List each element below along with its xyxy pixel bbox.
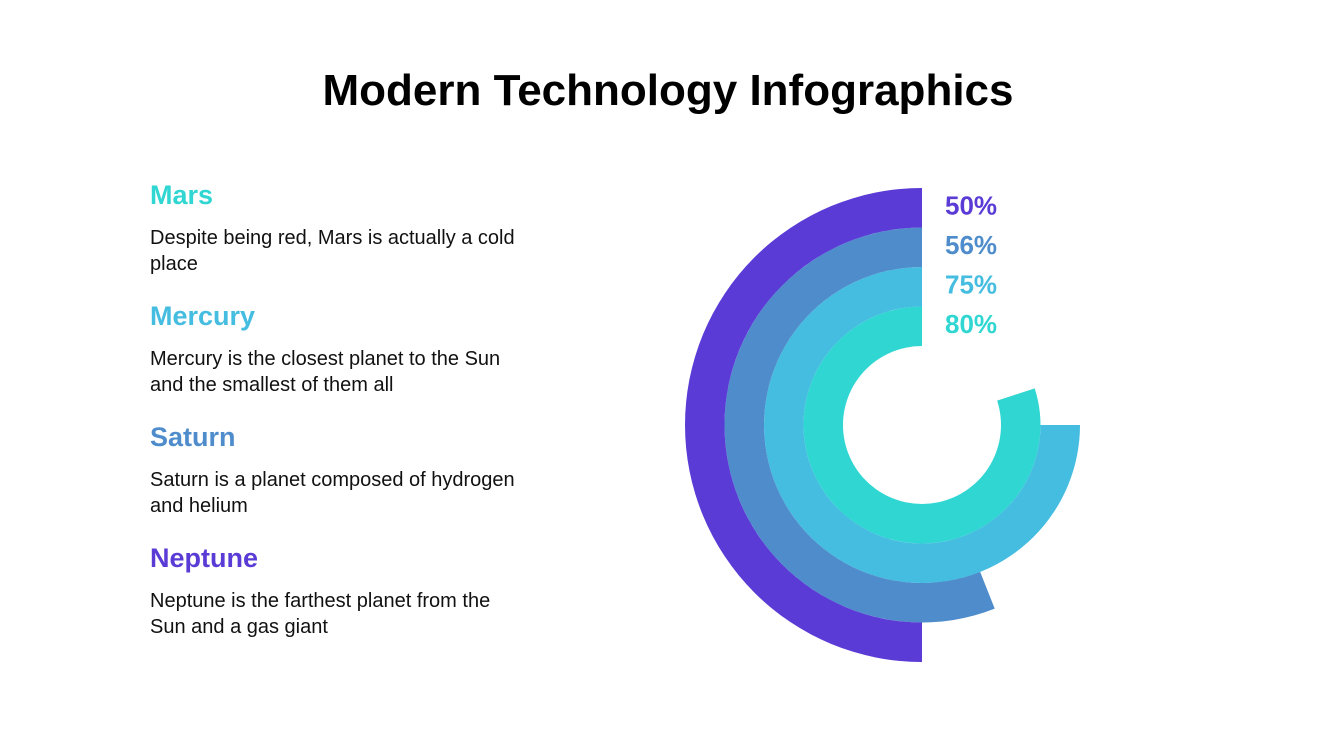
radial-bar <box>724 227 995 623</box>
legend-list: Mars Despite being red, Mars is actually … <box>150 180 520 664</box>
value-label: 50% <box>945 191 997 221</box>
category-label: Mercury <box>150 301 256 331</box>
category-label: Saturn <box>150 422 236 452</box>
value-label: 56% <box>945 230 997 260</box>
legend-item: Mercury Mercury is the closest planet to … <box>150 301 520 398</box>
category-description: Despite being red, Mars is actually a co… <box>150 227 515 275</box>
category-description: Neptune is the farthest planet from the … <box>150 590 491 638</box>
radial-bar <box>685 188 922 662</box>
radial-bar <box>803 306 1041 544</box>
value-label: 75% <box>945 270 997 300</box>
chart-title: Modern Technology Infographics <box>322 66 1014 115</box>
category-label: Neptune <box>150 543 258 573</box>
legend-item: Saturn Saturn is a planet composed of hyd… <box>150 422 520 519</box>
legend-item: Mars Despite being red, Mars is actually … <box>150 180 520 277</box>
category-description: Mercury is the closest planet to the Sun… <box>150 348 501 396</box>
value-label: 80% <box>945 309 997 339</box>
legend-item: Neptune Neptune is the farthest planet fr… <box>150 543 520 640</box>
category-label: Mars <box>150 180 214 210</box>
category-description: Saturn is a planet composed of hydrogen … <box>150 469 515 517</box>
